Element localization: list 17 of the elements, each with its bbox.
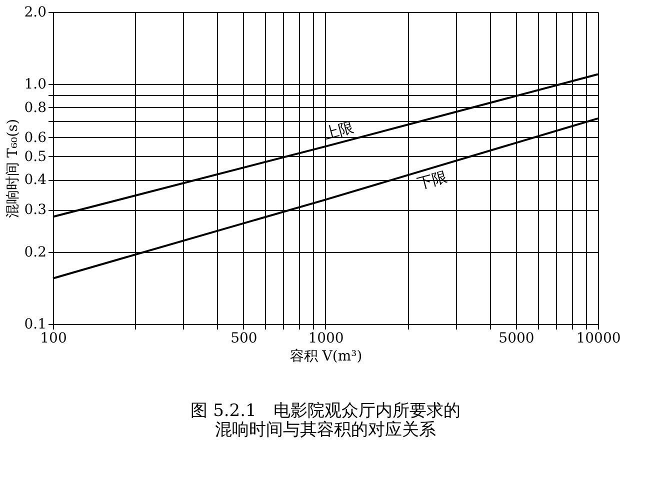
y-tick-label: 0.4 xyxy=(24,172,47,188)
y-tick-label: 0.6 xyxy=(24,130,47,146)
x-tick-label: 1000 xyxy=(308,330,344,346)
x-tick-label: 500 xyxy=(230,330,258,346)
y-tick-label: 0.3 xyxy=(24,202,46,218)
x-tick-label: 5000 xyxy=(498,330,534,346)
x-tick-label: 10000 xyxy=(576,330,621,346)
y-tick-label: 1.0 xyxy=(24,76,46,93)
y-tick-label: 2.0 xyxy=(24,4,46,20)
y-tick-label: 0.5 xyxy=(24,148,46,165)
x-tick-label: 100 xyxy=(40,330,67,346)
x-axis-title: 容积 V(m³) xyxy=(290,348,362,364)
y-tick-label: 0.1 xyxy=(24,316,46,332)
y-tick-label: 0.2 xyxy=(24,244,46,260)
text: 图 5.2.1 电影院观众厅内所要求的混响时间与其容积的对应关系 xyxy=(190,401,460,440)
y-axis-title: 混响时间 T₆₀(s) xyxy=(5,118,22,218)
y-tick-label: 0.8 xyxy=(24,100,46,116)
